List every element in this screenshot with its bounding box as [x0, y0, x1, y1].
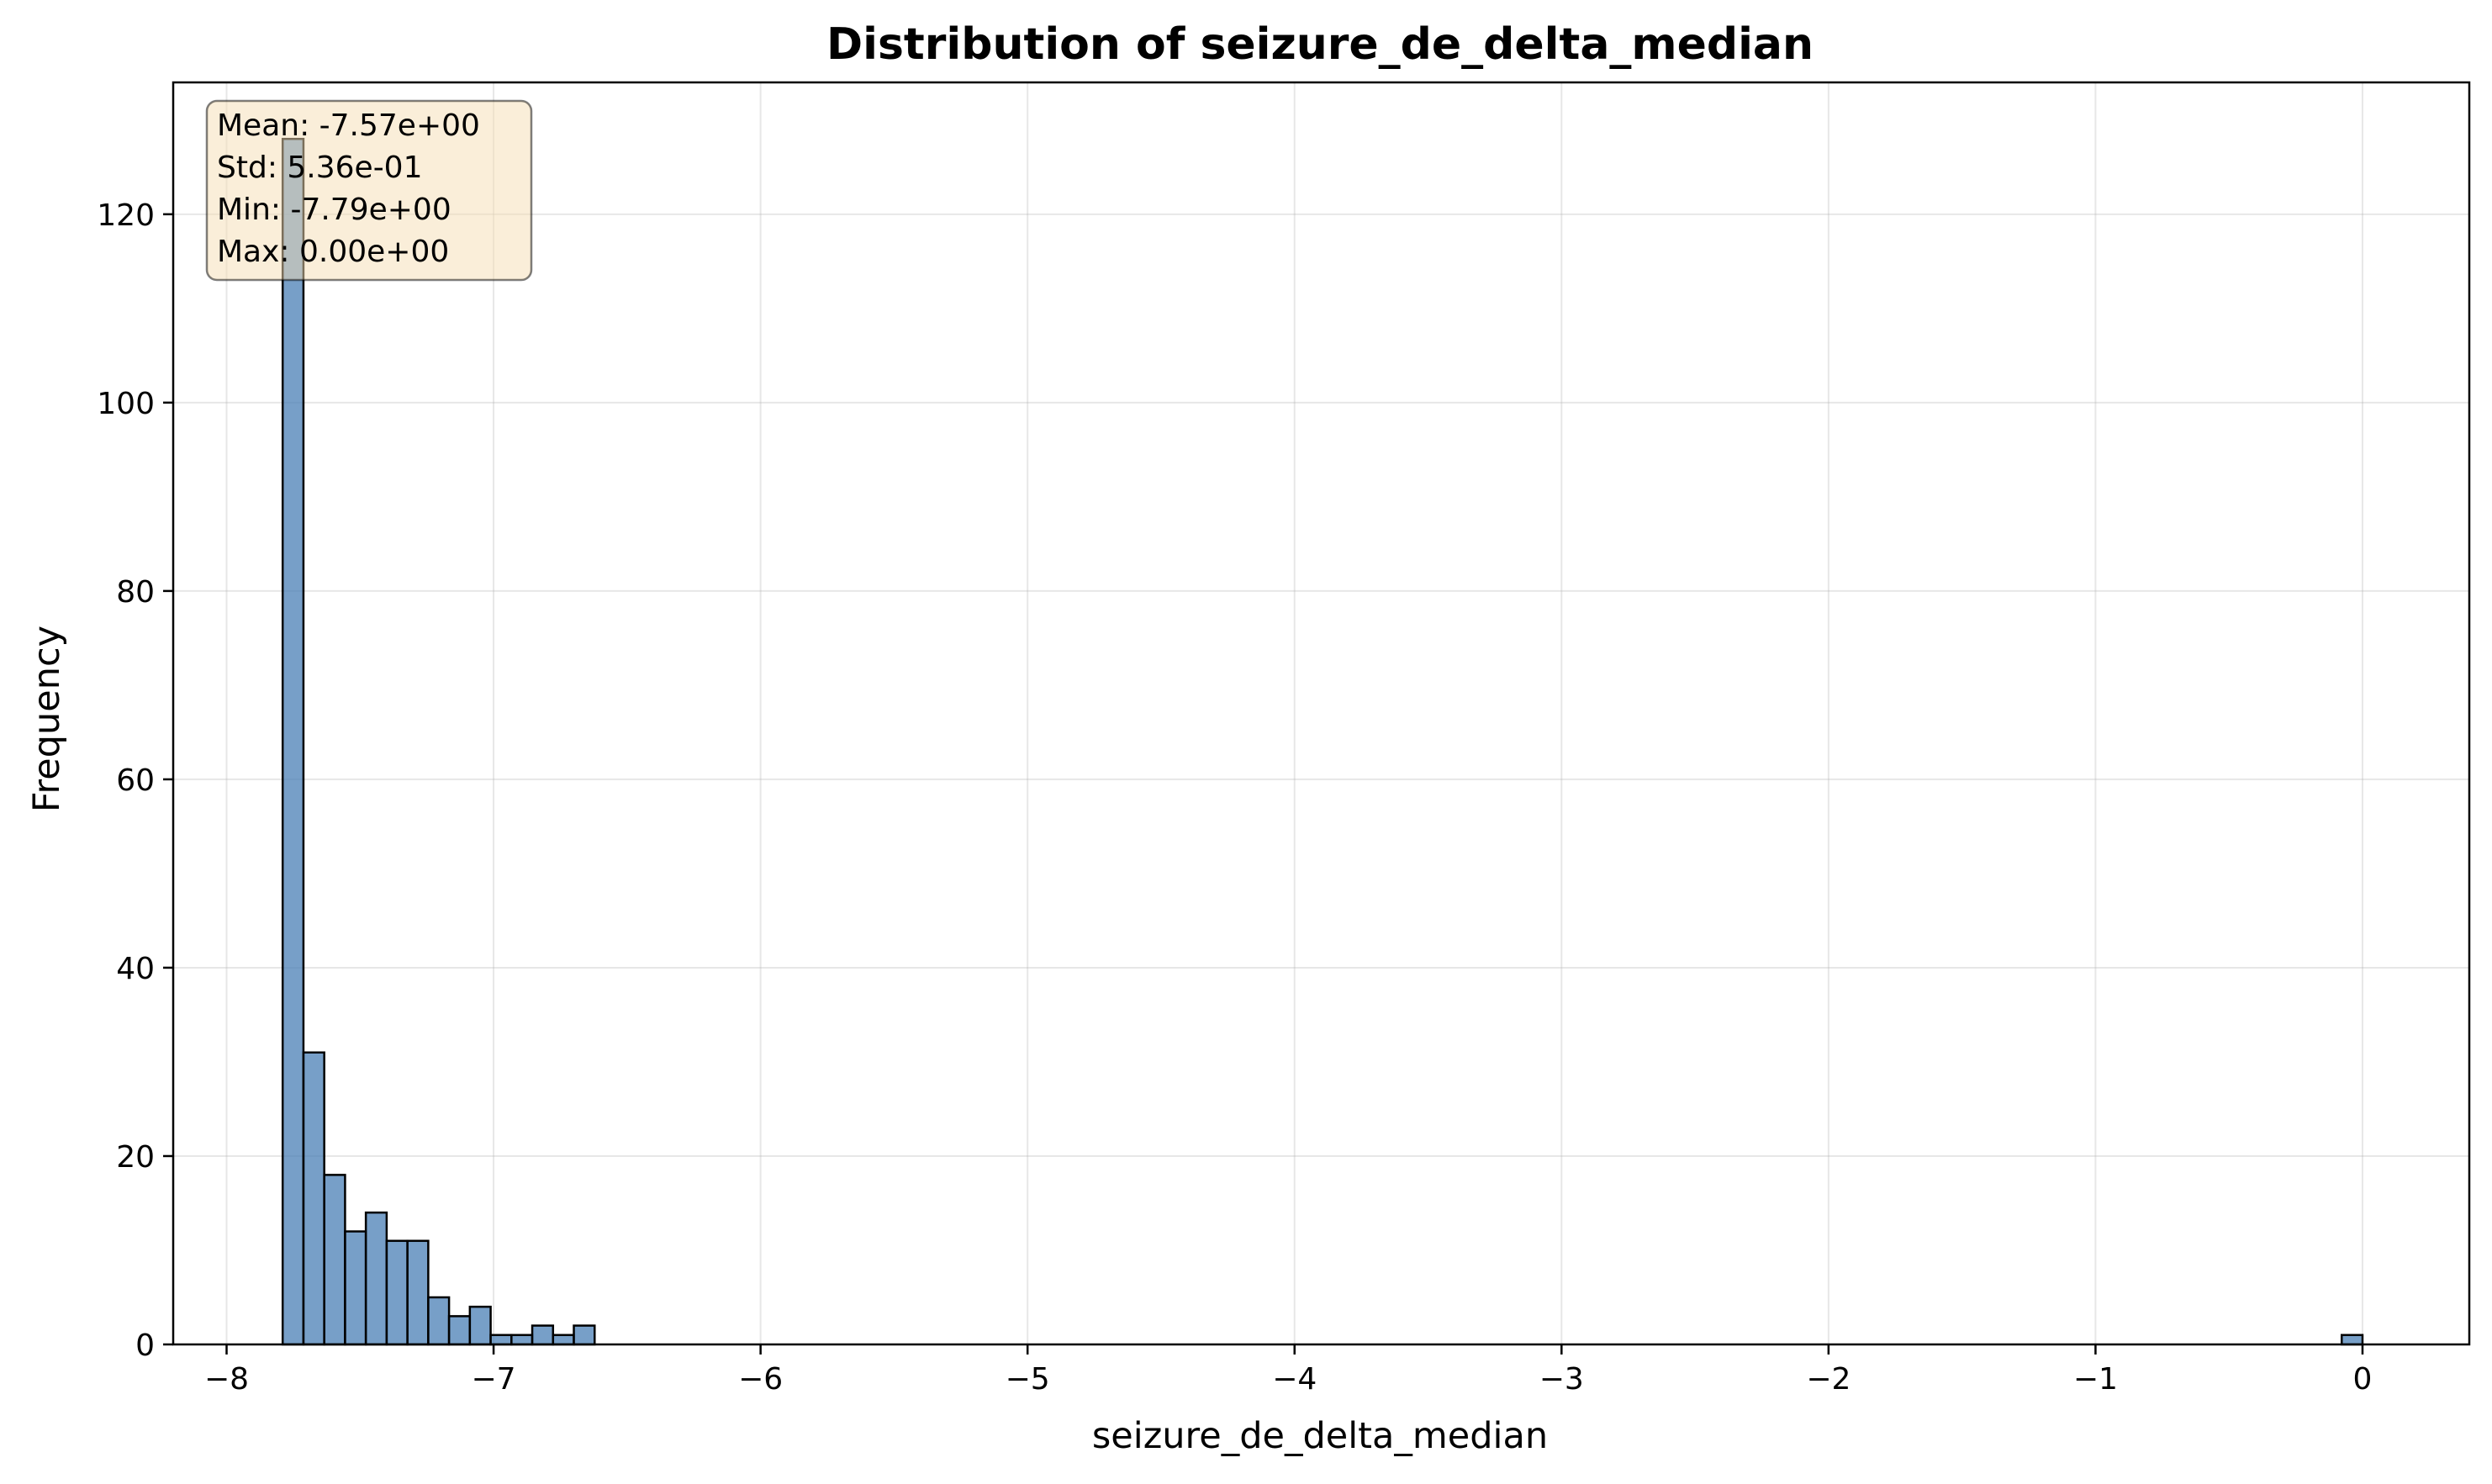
chart-title: Distribution of seizure_de_delta_median — [826, 19, 1814, 70]
x-tick-label: −1 — [2073, 1362, 2118, 1397]
histogram-bar — [552, 1333, 575, 1346]
histogram-bar — [323, 1174, 346, 1346]
x-axis-label: seizure_de_delta_median — [1092, 1415, 1548, 1457]
histogram-bar — [510, 1333, 534, 1346]
histogram-bar — [447, 1315, 472, 1346]
x-tick-label: −5 — [1006, 1362, 1050, 1397]
histogram-bar — [489, 1333, 513, 1346]
stats-std: Std: 5.36e-01 — [217, 151, 423, 185]
plot-frame — [172, 81, 2471, 1346]
x-tick-label: −2 — [1806, 1362, 1851, 1397]
y-tick-label: 120 — [97, 198, 155, 233]
histogram-bar — [427, 1296, 451, 1346]
y-tick-label: 20 — [116, 1140, 155, 1175]
x-tick-label: −6 — [738, 1362, 783, 1397]
histogram-bar — [531, 1324, 555, 1346]
histogram-bar — [406, 1239, 430, 1346]
stats-max: Max: 0.00e+00 — [217, 235, 449, 269]
histogram-bar — [468, 1305, 492, 1346]
histogram-bar — [2340, 1333, 2364, 1346]
y-tick-label: 80 — [116, 575, 155, 610]
y-tick-label: 40 — [116, 952, 155, 986]
histogram-bar — [385, 1239, 409, 1346]
stats-box-background — [205, 99, 533, 282]
histogram-bar — [302, 1051, 325, 1346]
histogram-bar — [573, 1324, 596, 1346]
stats-mean: Mean: -7.57e+00 — [217, 108, 480, 143]
y-tick-label: 60 — [116, 763, 155, 798]
y-axis-ticks: 0 20 40 60 80 100 120 — [97, 198, 173, 1363]
x-tick-label: −7 — [472, 1362, 516, 1397]
x-tick-label: 0 — [2353, 1362, 2373, 1397]
y-tick-label: 0 — [135, 1328, 155, 1363]
x-tick-label: −8 — [204, 1362, 249, 1397]
histogram-bar — [344, 1230, 367, 1346]
x-axis-ticks: −8 −7 −6 −5 −4 −3 −2 −1 0 — [204, 1344, 2372, 1397]
histogram-bar — [281, 137, 305, 1346]
x-tick-label: −3 — [1539, 1362, 1584, 1397]
stats-box: Mean: -7.57e+00 Std: 5.36e-01 Min: -7.79… — [205, 99, 533, 282]
x-tick-label: −4 — [1272, 1362, 1317, 1397]
y-axis-label: Frequency — [26, 626, 68, 812]
stats-min: Min: -7.79e+00 — [217, 193, 451, 227]
y-tick-label: 100 — [97, 387, 155, 421]
histogram-bar — [364, 1211, 388, 1346]
